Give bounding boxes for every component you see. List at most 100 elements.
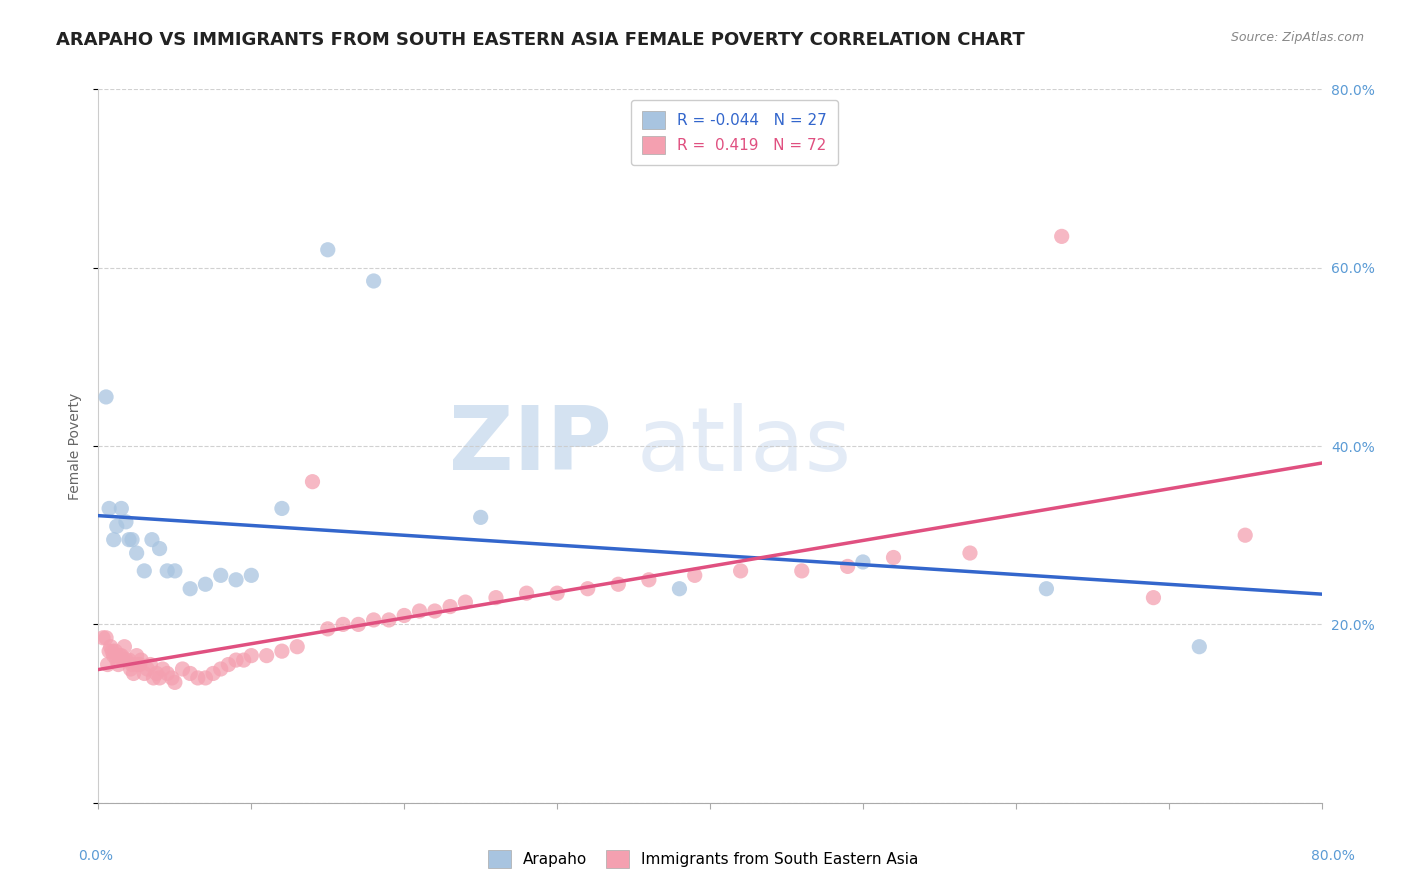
Point [160,671,183,685]
Point [105,519,128,533]
Point [516,586,538,600]
Legend: Arapaho, Immigrants from South Eastern Asia: Arapaho, Immigrants from South Eastern A… [482,844,924,873]
Point [120,662,142,676]
Text: 0.0%: 0.0% [79,849,112,863]
Point [285,640,308,654]
Point [1035,582,1057,596]
Point [837,559,859,574]
Point [225,653,247,667]
Point [98,501,121,516]
Point [202,666,225,681]
Point [363,613,385,627]
Point [240,568,263,582]
Point [145,666,167,681]
Point [118,653,141,667]
Point [959,546,981,560]
Point [423,604,446,618]
Point [156,564,179,578]
Point [111,653,134,667]
Point [94,631,117,645]
Point [91,631,114,645]
Point [790,564,813,578]
Point [187,671,209,685]
Point [125,546,148,560]
Text: ARAPAHO VS IMMIGRANTS FROM SOUTH EASTERN ASIA FEMALE POVERTY CORRELATION CHART: ARAPAHO VS IMMIGRANTS FROM SOUTH EASTERN… [56,31,1025,49]
Point [142,671,165,685]
Text: 80.0%: 80.0% [1310,849,1355,863]
Point [883,550,905,565]
Text: ZIP: ZIP [450,402,612,490]
Point [232,653,254,667]
Point [730,564,752,578]
Point [683,568,706,582]
Point [149,541,172,556]
Point [115,653,138,667]
Point [107,657,129,672]
Point [136,662,159,676]
Point [110,501,132,516]
Point [179,666,201,681]
Point [163,564,186,578]
Y-axis label: Female Poverty: Female Poverty [67,392,82,500]
Point [1050,229,1073,244]
Point [101,644,124,658]
Point [141,533,163,547]
Point [128,657,150,672]
Point [179,582,201,596]
Text: atlas: atlas [637,402,852,490]
Point [134,666,156,681]
Point [240,648,263,663]
Point [125,648,148,663]
Legend: R = -0.044   N = 27, R =  0.419   N = 72: R = -0.044 N = 27, R = 0.419 N = 72 [631,101,838,165]
Point [103,648,125,663]
Point [576,582,599,596]
Point [408,604,430,618]
Point [152,662,174,676]
Point [316,622,339,636]
Point [256,648,278,663]
Point [470,510,492,524]
Point [332,617,354,632]
Point [378,613,401,627]
Point [103,533,125,547]
Point [115,515,138,529]
Point [347,617,370,632]
Point [129,653,152,667]
Point [209,662,232,676]
Point [454,595,477,609]
Point [139,657,162,672]
Point [108,648,131,663]
Point [127,657,149,672]
Point [1188,640,1211,654]
Point [149,671,172,685]
Point [97,657,120,672]
Point [225,573,247,587]
Point [209,568,232,582]
Point [301,475,323,489]
Point [270,644,292,658]
Point [217,657,239,672]
Point [98,644,121,658]
Point [392,608,416,623]
Point [485,591,508,605]
Point [546,586,568,600]
Point [194,671,217,685]
Point [94,390,117,404]
Point [637,573,661,587]
Point [121,657,143,672]
Point [316,243,339,257]
Point [194,577,217,591]
Point [852,555,875,569]
Point [100,640,122,654]
Point [163,675,186,690]
Point [122,666,145,681]
Text: Source: ZipAtlas.com: Source: ZipAtlas.com [1230,31,1364,45]
Point [156,666,179,681]
Point [118,533,141,547]
Point [1142,591,1164,605]
Point [607,577,630,591]
Point [270,501,292,516]
Point [363,274,385,288]
Point [110,648,132,663]
Point [668,582,690,596]
